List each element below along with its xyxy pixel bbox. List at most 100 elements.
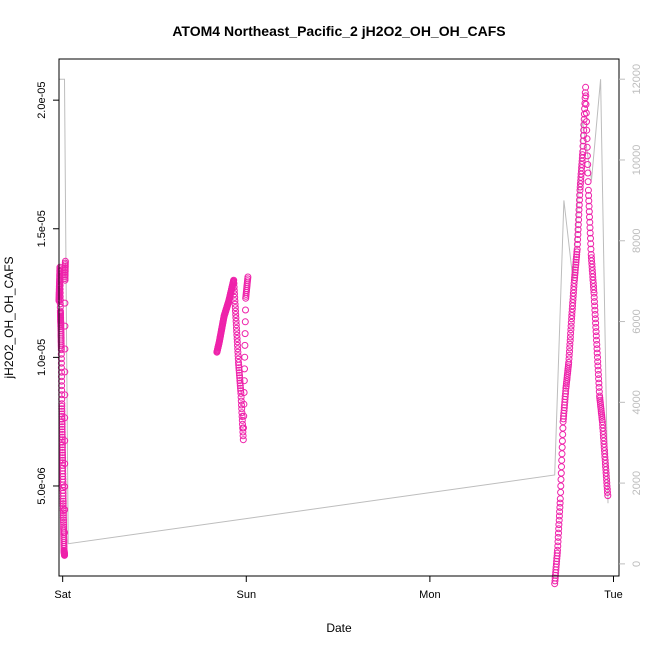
y2-tick-label-5: 10000 — [631, 145, 643, 176]
data-point-444 — [579, 148, 587, 156]
y-tick-label-1: 1.0e-05 — [36, 339, 48, 376]
data-point-456 — [582, 83, 590, 91]
data-point-417 — [573, 253, 580, 261]
data-point-347 — [556, 499, 564, 507]
data-point-266 — [233, 324, 240, 332]
data-point-342 — [555, 521, 563, 529]
data-point-276 — [235, 359, 242, 366]
data-point-420 — [573, 245, 581, 253]
data-point-301 — [240, 424, 247, 432]
y2-tick-label-3: 6000 — [631, 309, 643, 333]
data-point-391 — [566, 333, 574, 341]
data-point-507 — [594, 353, 601, 361]
data-point-309 — [241, 330, 249, 338]
data-point-433 — [576, 183, 584, 191]
data-point-546 — [603, 476, 611, 483]
y2-tick-label-4: 8000 — [631, 229, 643, 253]
data-point-112 — [59, 504, 67, 512]
data-point-307 — [241, 353, 249, 361]
data-point-512 — [595, 375, 603, 383]
data-point-389 — [566, 340, 574, 348]
data-point-431 — [576, 191, 584, 199]
data-point-271 — [234, 341, 241, 349]
y-tick-label-2: 1.5e-05 — [36, 210, 48, 247]
data-point-260 — [231, 304, 239, 312]
data-point-150 — [61, 414, 69, 422]
data-point-116 — [59, 514, 67, 522]
data-point-423 — [574, 231, 582, 238]
data-point-397 — [568, 312, 576, 320]
x-tick-label-1: Sun — [236, 589, 256, 601]
data-point-258 — [231, 297, 239, 305]
data-point-267 — [233, 328, 241, 336]
data-point-107 — [59, 492, 67, 500]
data-point-504 — [593, 341, 601, 348]
data-point-474 — [586, 218, 594, 226]
data-point-473 — [586, 213, 593, 221]
data-point-491 — [590, 286, 598, 294]
data-point-387 — [566, 348, 573, 356]
data-point-428 — [575, 206, 583, 214]
data-point-338 — [554, 538, 562, 546]
y-axis-left: 5.0e-06 1.0e-05 1.5e-05 2.0e-05 — [36, 81, 59, 505]
data-point-503 — [593, 336, 600, 344]
data-point-526 — [598, 413, 606, 421]
data-point-274 — [234, 352, 242, 360]
data-point-539 — [601, 453, 609, 461]
data-point-29 — [56, 282, 64, 290]
y2-tick-label-0: 0 — [631, 561, 643, 567]
data-point-111 — [59, 502, 67, 510]
data-point-341 — [555, 525, 563, 533]
data-point-149 — [61, 437, 69, 445]
data-point-263 — [232, 314, 240, 322]
data-point-505 — [593, 345, 601, 353]
data-point-498 — [591, 315, 599, 323]
data-point-453 — [581, 99, 589, 107]
data-point-492 — [590, 289, 598, 297]
data-point-305 — [240, 377, 248, 385]
data-point-463 — [583, 143, 591, 151]
data-point-257 — [231, 293, 239, 301]
data-point-339 — [554, 533, 562, 541]
data-point-439 — [578, 164, 586, 172]
data-point-264 — [232, 317, 240, 325]
data-point-418 — [573, 251, 581, 258]
data-point-426 — [575, 216, 583, 224]
data-point-386 — [565, 351, 573, 359]
data-point-462 — [583, 135, 591, 143]
data-point-108 — [59, 495, 67, 503]
x-tick-label-0: Sat — [54, 589, 71, 601]
data-point-62 — [57, 355, 65, 363]
data-point-470 — [585, 197, 593, 205]
data-point-344 — [555, 512, 563, 520]
data-point-502 — [592, 332, 600, 340]
data-point-94 — [59, 456, 67, 464]
data-point-310 — [241, 318, 249, 326]
x-axis-label: Date — [326, 621, 352, 635]
data-point-93 — [59, 454, 67, 462]
data-point-152 — [61, 368, 69, 376]
data-point-376 — [563, 376, 571, 384]
data-point-475 — [586, 224, 594, 232]
data-point-461 — [583, 126, 591, 134]
data-point-421 — [573, 240, 581, 248]
data-point-296 — [239, 420, 246, 428]
data-point-390 — [566, 337, 574, 345]
data-point-61 — [57, 350, 65, 358]
data-point-350 — [557, 482, 565, 490]
y-axis-right: 0 2000 4000 6000 8000 10000 12000 — [619, 64, 643, 567]
data-point-450 — [580, 115, 588, 123]
data-point-146 — [61, 506, 69, 514]
data-point-302 — [240, 412, 248, 420]
data-point-443 — [579, 151, 586, 159]
data-point-259 — [231, 300, 239, 308]
y2-tick-label-6: 12000 — [631, 64, 643, 95]
data-point-416 — [572, 256, 580, 264]
y-tick-label-0: 5.0e-06 — [36, 467, 48, 504]
data-point-335 — [553, 549, 561, 557]
data-point-288 — [237, 389, 245, 397]
altitude-line — [59, 78, 609, 545]
data-point-118 — [60, 518, 67, 526]
data-point-34 — [56, 300, 64, 308]
